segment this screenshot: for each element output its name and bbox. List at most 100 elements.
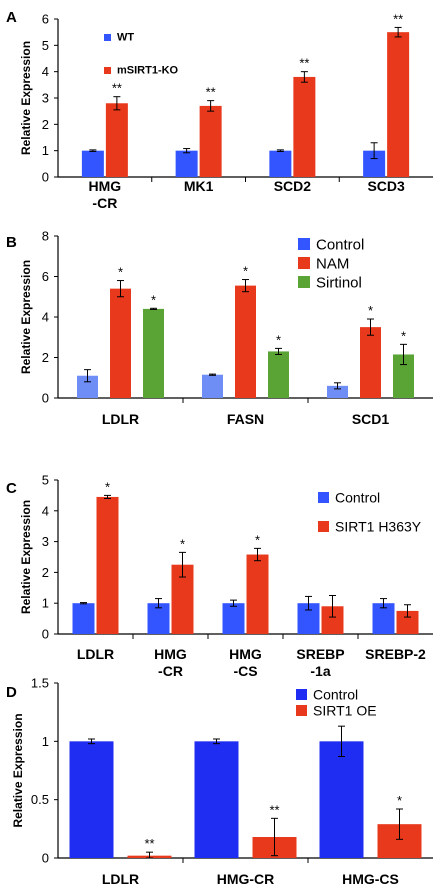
bar-control: [69, 741, 114, 858]
legend-swatch: [318, 521, 329, 532]
y-tick-label: 2: [42, 117, 49, 132]
y-tick-label: 0: [42, 851, 49, 866]
bar-sirt1-h363y: [396, 610, 419, 634]
panel-letter: B: [6, 234, 17, 251]
y-tick-label: 4: [42, 503, 49, 518]
significance-marker: **: [269, 802, 279, 817]
y-tick-label: 1.5: [31, 676, 49, 691]
bar-sirtinol: [393, 354, 414, 398]
significance-marker: *: [368, 303, 373, 318]
category-label: LDLR: [102, 411, 139, 427]
y-tick-label: 6: [42, 269, 49, 284]
bar-sirt1-h363y: [321, 606, 344, 634]
y-tick-label: 0.5: [31, 792, 49, 807]
significance-marker: **: [393, 11, 403, 26]
y-tick-label: 0: [42, 391, 49, 406]
category-label: -CR: [92, 195, 117, 211]
y-tick-label: 1: [42, 596, 49, 611]
legend-swatch: [298, 257, 310, 269]
bar-sirt1-h363y: [246, 554, 269, 634]
category-label: -CS: [233, 663, 257, 679]
legend: Control SIRT1 H363Y: [318, 490, 422, 535]
y-axis-label: Relative Expression: [11, 713, 25, 827]
bar-sirt1-h363y: [96, 496, 119, 634]
significance-marker: *: [243, 264, 248, 279]
category-label: HMG-CS: [342, 871, 399, 887]
legend-swatch: [298, 276, 310, 288]
category-label: SCD3: [367, 178, 405, 194]
legend-label: Control: [316, 237, 364, 254]
legend-swatch: [296, 689, 307, 700]
y-axis-label: Relative Expression: [19, 41, 33, 155]
bar-control: [222, 603, 245, 634]
category-label: -1a: [310, 663, 330, 679]
category-label: SREBP: [296, 646, 344, 662]
panel-letter: A: [6, 9, 17, 26]
chart-panel-d: D 0 0.5 1 1.5 Relative Expression LDLR ** HMG-CR…: [6, 676, 433, 887]
bar-sirt1-h363y: [171, 564, 194, 634]
legend: Control NAM Sirtinol: [298, 237, 364, 292]
legend: WT mSIRT1-KO: [104, 32, 179, 77]
legend-label: Sirtinol: [316, 275, 362, 292]
category-label: SCD1: [352, 411, 390, 427]
significance-marker: *: [105, 479, 110, 494]
bar-wt: [363, 150, 386, 177]
legend-swatch: [104, 67, 111, 74]
category-label: HMG-CR: [217, 871, 275, 887]
chart-panel-a: A 0 1 2 3 4 5 6 Relative Expression HMG-CR ** MK1 **…: [6, 9, 433, 211]
bar-msirt1-ko: [199, 105, 222, 177]
category-label: HMG: [229, 646, 262, 662]
significance-marker: *: [401, 328, 406, 343]
category-label: SREBP-2: [365, 646, 426, 662]
category-label: SCD2: [274, 178, 312, 194]
significance-marker: *: [255, 532, 260, 547]
bar-control: [72, 603, 95, 634]
legend-label: mSIRT1-KO: [117, 65, 179, 77]
bar-control: [327, 385, 348, 398]
y-axis-label: Relative Expression: [19, 260, 33, 374]
category-label: HMG: [89, 178, 122, 194]
bar-control: [194, 741, 239, 858]
legend-swatch: [298, 238, 310, 250]
y-axis-label: Relative Expression: [19, 500, 33, 614]
y-tick-label: 3: [42, 91, 49, 106]
category-label: FASN: [227, 411, 264, 427]
bar-wt: [175, 150, 198, 177]
bar-control: [319, 741, 364, 858]
significance-marker: *: [118, 265, 123, 280]
y-tick-label: 8: [42, 229, 49, 244]
bar-msirt1-ko: [105, 103, 128, 177]
significance-marker: **: [144, 836, 154, 851]
category-label: HMG: [154, 646, 187, 662]
bar-msirt1-ko: [293, 76, 316, 177]
legend-swatch: [104, 34, 111, 41]
panel-letter: D: [6, 684, 17, 701]
y-tick-label: 6: [42, 12, 49, 27]
category-label: MK1: [184, 178, 214, 194]
bar-control: [147, 603, 170, 634]
significance-marker: **: [206, 85, 216, 100]
bar-control: [372, 603, 395, 634]
bar-wt: [81, 150, 104, 177]
category-label: -CR: [158, 663, 183, 679]
significance-marker: **: [299, 56, 309, 71]
panel-letter: C: [6, 480, 17, 497]
bar-nam: [360, 327, 381, 398]
legend-swatch: [296, 705, 307, 716]
bar-msirt1-ko: [387, 32, 410, 177]
y-tick-label: 0: [42, 170, 49, 185]
significance-marker: *: [397, 793, 402, 808]
y-tick-label: 3: [42, 534, 49, 549]
bar-nam: [110, 288, 131, 398]
y-tick-label: 5: [42, 473, 49, 488]
legend-label: Control: [335, 490, 380, 506]
significance-marker: *: [276, 332, 281, 347]
y-tick-label: 4: [42, 64, 49, 79]
y-tick-label: 1: [42, 734, 49, 749]
legend-label: Control: [313, 687, 358, 703]
legend-label: NAM: [316, 256, 349, 273]
y-tick-label: 2: [42, 565, 49, 580]
legend-label: SIRT1 H363Y: [335, 519, 422, 535]
